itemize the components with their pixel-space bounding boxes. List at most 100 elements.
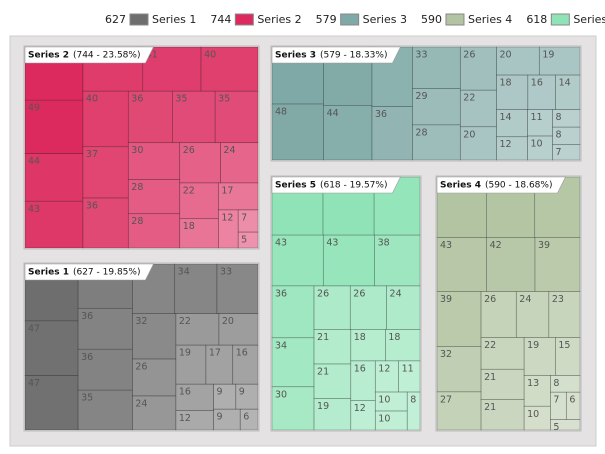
treemap-cell [214,90,259,144]
cell-label: 16 [236,348,248,359]
treemap-cell [24,153,84,202]
treemap-cell [550,419,581,431]
treemap-cell [322,234,375,287]
treemap-cell [237,231,259,249]
cell-label: 19 [317,401,329,412]
treemap-cell [459,126,497,161]
cell-label: 48 [275,107,287,118]
treemap-cell [496,109,528,138]
cell-label: 12 [179,413,191,424]
cell-label: 8 [556,130,562,141]
cell-label: 12 [354,403,366,414]
group-header-detail: (579 - 18.33%) [320,51,388,61]
group-header-tab [436,176,566,194]
cell-label: 35 [175,94,187,105]
treemap-cell [371,106,413,161]
cell-label: 28 [131,216,143,227]
legend-swatch [234,13,254,26]
cell-label: 17 [209,348,221,359]
cell-label: 8 [410,395,416,406]
treemap-cell [271,386,315,431]
legend-label: Series 5 [573,13,605,26]
treemap-cell [313,363,352,400]
legend-label: Series 4 [468,13,512,26]
cell-label: 26 [353,288,365,299]
cell-label: 26 [317,288,329,299]
treemap-cell [132,395,177,431]
treemap-cell [350,360,376,401]
treemap-cell [496,46,540,76]
cell-label: 7 [241,212,247,223]
legend-swatch [550,13,570,26]
treemap-cell [349,285,387,330]
treemap-cell [132,313,177,360]
treemap-cell [24,200,84,249]
cell-label: 30 [275,389,287,400]
treemap-cell [523,337,556,376]
cell-label: 36 [131,94,143,105]
cell-label: 22 [179,316,191,327]
treemap-cell [82,146,129,199]
cell-label: 29 [415,91,427,102]
treemap-cell [313,329,352,365]
cell-label: 12 [499,139,511,150]
legend-total: 618 [526,13,547,26]
cell-label: 14 [499,112,511,123]
cell-label: 16 [179,387,191,398]
cell-label: 18 [354,332,366,343]
treemap-cell [412,88,461,126]
treemap-cell [436,391,482,431]
treemap-cell [127,90,173,144]
treemap-cell [127,213,181,249]
cell-label: 33 [220,267,232,278]
legend-swatch [129,13,149,26]
cell-label: 35 [218,94,230,105]
series-group: 4949444343383634302626242121191818161212… [270,175,422,432]
cell-label: 44 [28,156,40,167]
cell-label: 22 [484,340,496,351]
cell-label: 36 [86,201,98,212]
group-header-name: Series 3 [275,51,316,61]
treemap-cell [538,46,581,76]
cell-label: 36 [81,352,93,363]
group-header-name: Series 5 [275,181,316,191]
cell-label: 28 [415,127,427,138]
treemap-cell [552,144,581,161]
cell-label: 41 [146,50,158,61]
treemap-cell [480,291,517,338]
group-header-tab [24,263,154,281]
treemap-cell [386,285,421,330]
group-header-detail: (744 - 23.58%) [73,51,141,61]
cell-label: 9 [239,387,245,398]
cell-label: 42 [490,240,502,251]
treemap-cell [313,398,352,431]
cell-label: 12 [221,212,233,223]
cell-label: 19 [179,348,191,359]
treemap-cell [527,74,556,110]
legend-total: 627 [105,13,126,26]
cell-label: 13 [527,378,539,389]
cell-label: 43 [326,238,338,249]
legend-swatch [445,13,465,26]
treemap-cell [480,399,525,431]
group-header-tab [271,176,401,194]
cell-label: 38 [378,238,390,249]
cell-label: 34 [178,267,190,278]
cell-label: 33 [415,50,427,61]
group-header-name: Series 2 [28,51,69,61]
cell-label: 43 [275,238,287,249]
group-header-detail: (627 - 19.85%) [73,268,141,278]
treemap-cell [216,263,259,314]
cell-label: 20 [463,129,475,140]
treemap-cell [174,263,218,314]
cell-label: 5 [553,422,559,433]
treemap-cell [77,307,133,350]
cell-label: 6 [569,395,575,406]
treemap-cell [480,368,525,400]
series-group: 4847444342393932272624232221211915131087… [435,175,582,433]
cell-label: 40 [86,94,98,105]
group-header-name: Series 4 [440,181,481,191]
cell-label: 18 [388,332,400,343]
cell-label: 19 [542,50,554,61]
